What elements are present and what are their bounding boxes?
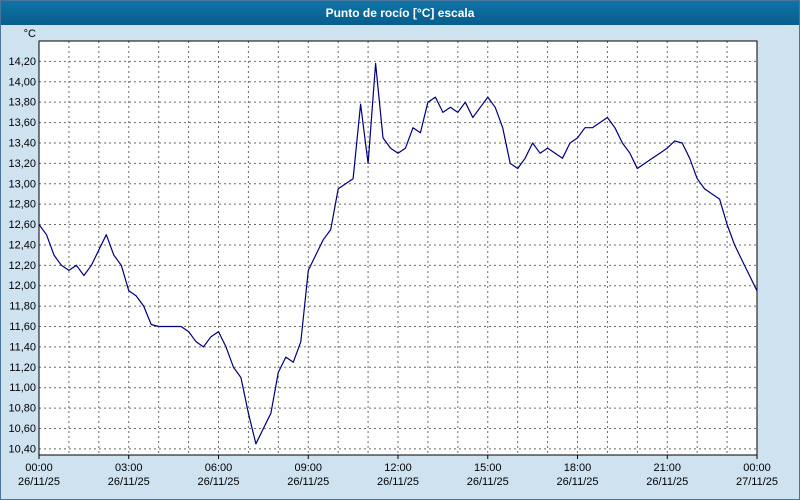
y-axis-label: 12,40 — [8, 239, 36, 251]
chart-area: 10,40 10,60 10,80 11,00 11,20 11,40 11,60 11,80… — [1, 25, 799, 499]
y-axis-label: 13,80 — [8, 97, 36, 109]
y-axis-label: 11,20 — [9, 362, 36, 374]
window-titlebar: Punto de rocío [°C] escala — [1, 1, 799, 25]
y-axis-label: 13,60 — [8, 117, 36, 129]
y-axis-label: 10,80 — [8, 403, 36, 415]
y-axis-label: 10,40 — [8, 443, 36, 455]
x-axis-date-label: 26/11/25 — [108, 476, 150, 488]
x-axis-date-label: 26/11/25 — [18, 476, 60, 488]
y-axis-label: 14,00 — [8, 76, 36, 88]
y-axis-label: 14,20 — [8, 56, 36, 68]
y-axis-label: 13,00 — [8, 178, 36, 190]
y-axis-label: 12,60 — [8, 219, 36, 231]
window-title: Punto de rocío [°C] escala — [325, 6, 475, 20]
x-axis-time-label: 18:00 — [564, 462, 592, 474]
y-axis-label: 13,20 — [8, 158, 36, 170]
y-axis-label: 11,00 — [9, 382, 36, 394]
y-axis-label: 11,60 — [9, 321, 36, 333]
y-axis-label: 11,40 — [9, 341, 36, 353]
x-axis-date-label: 26/11/25 — [377, 476, 419, 488]
dewpoint-line-chart: 10,40 10,60 10,80 11,00 11,20 11,40 11,60 11,80… — [8, 28, 778, 488]
y-axis-label: 13,40 — [8, 137, 36, 149]
x-axis-date-label: 26/11/25 — [556, 476, 598, 488]
x-axis-date-label: 26/11/25 — [467, 476, 509, 488]
y-axis-label: 12,20 — [8, 260, 36, 272]
y-axis-label: 10,60 — [8, 423, 36, 435]
x-axis-date-label: 27/11/25 — [736, 476, 778, 488]
x-axis-time-label: 00:00 — [25, 462, 53, 474]
x-axis-date-label: 26/11/25 — [646, 476, 688, 488]
x-axis-time-label: 21:00 — [653, 462, 681, 474]
x-axis-time-label: 09:00 — [294, 462, 322, 474]
x-axis-time-label: 15:00 — [474, 462, 502, 474]
y-axis-unit-label: °C — [24, 28, 36, 40]
x-axis-time-label: 12:00 — [384, 462, 412, 474]
x-axis-date-label: 26/11/25 — [197, 476, 239, 488]
x-axis-time-label: 03:00 — [115, 462, 143, 474]
y-axis-label: 12,80 — [8, 199, 36, 211]
dewpoint-series-line — [38, 62, 758, 445]
x-axis-time-label: 06:00 — [205, 462, 233, 474]
y-axis-label: 12,00 — [8, 280, 36, 292]
y-axis-label: 11,80 — [9, 301, 36, 313]
x-axis-time-label: 00:00 — [743, 462, 771, 474]
x-axis-date-label: 26/11/25 — [287, 476, 329, 488]
